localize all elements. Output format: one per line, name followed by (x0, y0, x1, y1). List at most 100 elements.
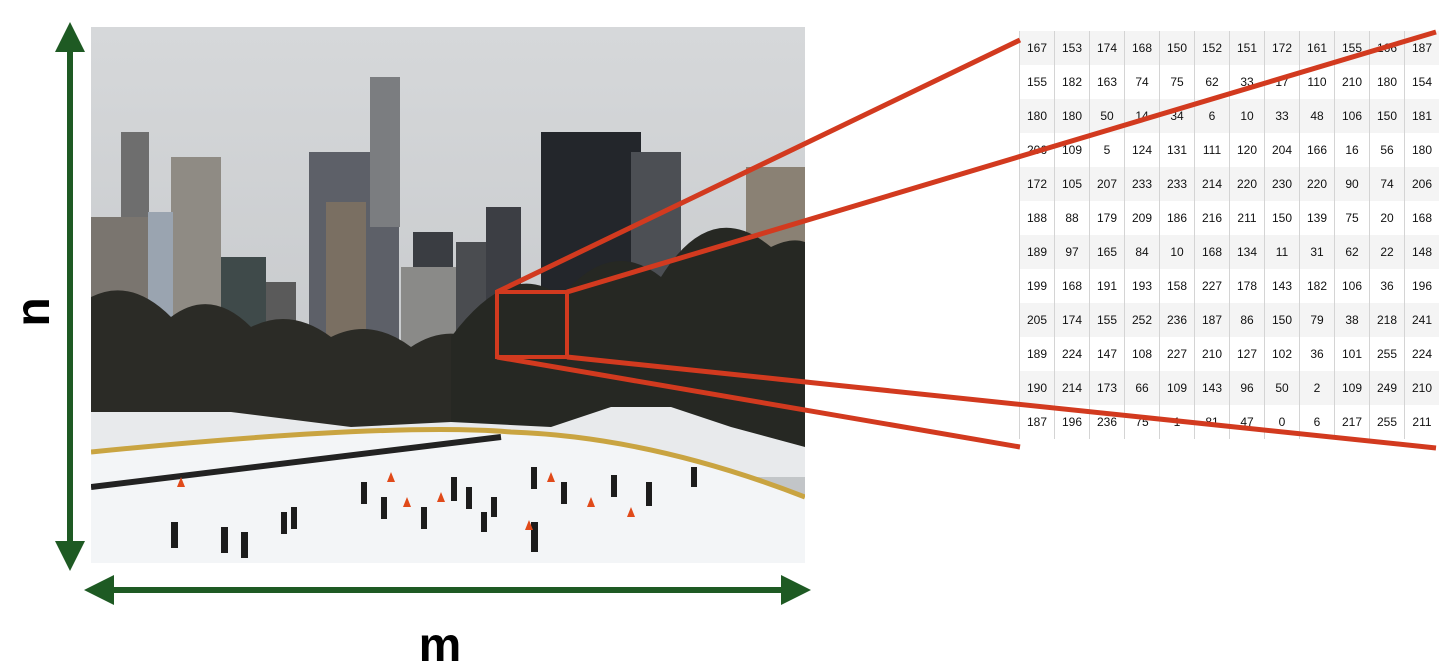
pixel-cell: 84 (1124, 235, 1160, 269)
pixel-cell: 252 (1124, 303, 1160, 337)
pixel-cell: 236 (1089, 405, 1125, 439)
pixel-cell: 101 (1334, 337, 1370, 371)
pixel-cell: 47 (1229, 405, 1265, 439)
pixel-cell: 50 (1089, 99, 1125, 133)
pixel-cell: 179 (1089, 201, 1125, 235)
pixel-cell: 0 (1264, 405, 1300, 439)
pixel-cell: 199 (1019, 269, 1055, 303)
pixel-cell: 188 (1019, 201, 1055, 235)
pixel-cell: 96 (1229, 371, 1265, 405)
pixel-cell: 139 (1299, 201, 1335, 235)
pixel-cell: 97 (1054, 235, 1090, 269)
grid-row: 206 109 5 124 131 111 120 204 166 16 56 180 (1019, 133, 1439, 167)
pixel-cell: 214 (1194, 167, 1230, 201)
pixel-cell: 217 (1334, 405, 1370, 439)
pixel-cell: 224 (1404, 337, 1439, 371)
pixel-cell: 196 (1404, 269, 1439, 303)
pixel-cell: 186 (1159, 201, 1195, 235)
pixel-cell: 210 (1334, 65, 1370, 99)
pixel-cell: 150 (1159, 31, 1195, 65)
pixel-cell: 255 (1369, 405, 1405, 439)
pixel-cell: 178 (1229, 269, 1265, 303)
pixel-cell: 163 (1089, 65, 1125, 99)
pixel-cell: 62 (1194, 65, 1230, 99)
grid-row: 188 88 179 209 186 216 211 150 139 75 20 168 (1019, 201, 1439, 235)
pixel-cell: 110 (1299, 65, 1335, 99)
pixel-cell: 31 (1299, 235, 1335, 269)
pixel-cell: 150 (1264, 201, 1300, 235)
pixel-cell: 206 (1019, 133, 1055, 167)
pixel-cell: 109 (1334, 371, 1370, 405)
pixel-cell: 153 (1054, 31, 1090, 65)
pixel-cell: 109 (1159, 371, 1195, 405)
pixel-cell: 190 (1019, 371, 1055, 405)
pixel-cell: 182 (1054, 65, 1090, 99)
pixel-cell: 206 (1404, 167, 1439, 201)
n-label: n (7, 297, 60, 327)
pixel-cell: 158 (1159, 269, 1195, 303)
grid-row: 180 180 50 14 34 6 10 33 48 106 150 181 (1019, 99, 1439, 133)
pixel-cell: 224 (1054, 337, 1090, 371)
pixel-cell: 166 (1299, 133, 1335, 167)
pixel-cell: 120 (1229, 133, 1265, 167)
pixel-cell: 196 (1054, 405, 1090, 439)
pixel-cell: 168 (1124, 31, 1160, 65)
pixel-cell: 227 (1159, 337, 1195, 371)
pixel-cell: 106 (1334, 269, 1370, 303)
pixel-cell: 241 (1404, 303, 1439, 337)
pixel-cell: 249 (1369, 371, 1405, 405)
pixel-cell: 56 (1369, 133, 1405, 167)
pixel-cell: 154 (1404, 65, 1439, 99)
pixel-cell: 216 (1194, 201, 1230, 235)
pixel-cell: 22 (1369, 235, 1405, 269)
pixel-cell: 86 (1229, 303, 1265, 337)
pixel-cell: 233 (1159, 167, 1195, 201)
pixel-cell: 147 (1089, 337, 1125, 371)
pixel-cell: 182 (1299, 269, 1335, 303)
pixel-cell: 180 (1369, 65, 1405, 99)
pixel-cell: 230 (1264, 167, 1300, 201)
pixel-cell: 148 (1404, 235, 1439, 269)
pixel-cell: 106 (1334, 99, 1370, 133)
pixel-cell: 187 (1404, 31, 1439, 65)
pixel-cell: 165 (1089, 235, 1125, 269)
pixel-cell: 167 (1019, 31, 1055, 65)
pixel-cell: 174 (1089, 31, 1125, 65)
pixel-cell: 48 (1299, 99, 1335, 133)
pixel-cell: 6 (1194, 99, 1230, 133)
pixel-cell: 2 (1299, 371, 1335, 405)
pixel-cell: 233 (1124, 167, 1160, 201)
grid-row: 189 97 165 84 10 168 134 11 31 62 22 148 (1019, 235, 1439, 269)
pixel-cell: 75 (1159, 65, 1195, 99)
pixel-cell: 236 (1159, 303, 1195, 337)
pixel-cell: 50 (1264, 371, 1300, 405)
pixel-cell: 16 (1334, 133, 1370, 167)
pixel-cell: 161 (1299, 31, 1335, 65)
pixel-cell: 166 (1369, 31, 1405, 65)
pixel-cell: 214 (1054, 371, 1090, 405)
grid-row: 167 153 174 168 150 152 151 172 161 155 166 187 (1019, 31, 1439, 65)
pixel-cell: 168 (1054, 269, 1090, 303)
pixel-cell: 173 (1089, 371, 1125, 405)
pixel-cell: 5 (1089, 133, 1125, 167)
pixel-cell: 1 (1159, 405, 1195, 439)
pixel-cell: 187 (1194, 303, 1230, 337)
pixel-cell: 111 (1194, 133, 1230, 167)
pixel-cell: 150 (1264, 303, 1300, 337)
grid-row: 172 105 207 233 233 214 220 230 220 90 74 206 (1019, 167, 1439, 201)
pixel-cell: 193 (1124, 269, 1160, 303)
pixel-cell: 211 (1229, 201, 1265, 235)
pixel-cell: 220 (1229, 167, 1265, 201)
pixel-cell: 17 (1264, 65, 1300, 99)
pixel-cell: 168 (1404, 201, 1439, 235)
pixel-cell: 218 (1369, 303, 1405, 337)
pixel-cell: 174 (1054, 303, 1090, 337)
pixel-cell: 172 (1264, 31, 1300, 65)
pixel-cell: 88 (1054, 201, 1090, 235)
pixel-cell: 255 (1369, 337, 1405, 371)
pixel-cell: 10 (1159, 235, 1195, 269)
pixel-cell: 90 (1334, 167, 1370, 201)
pixel-cell: 150 (1369, 99, 1405, 133)
pixel-cell: 187 (1019, 405, 1055, 439)
pixel-cell: 210 (1194, 337, 1230, 371)
